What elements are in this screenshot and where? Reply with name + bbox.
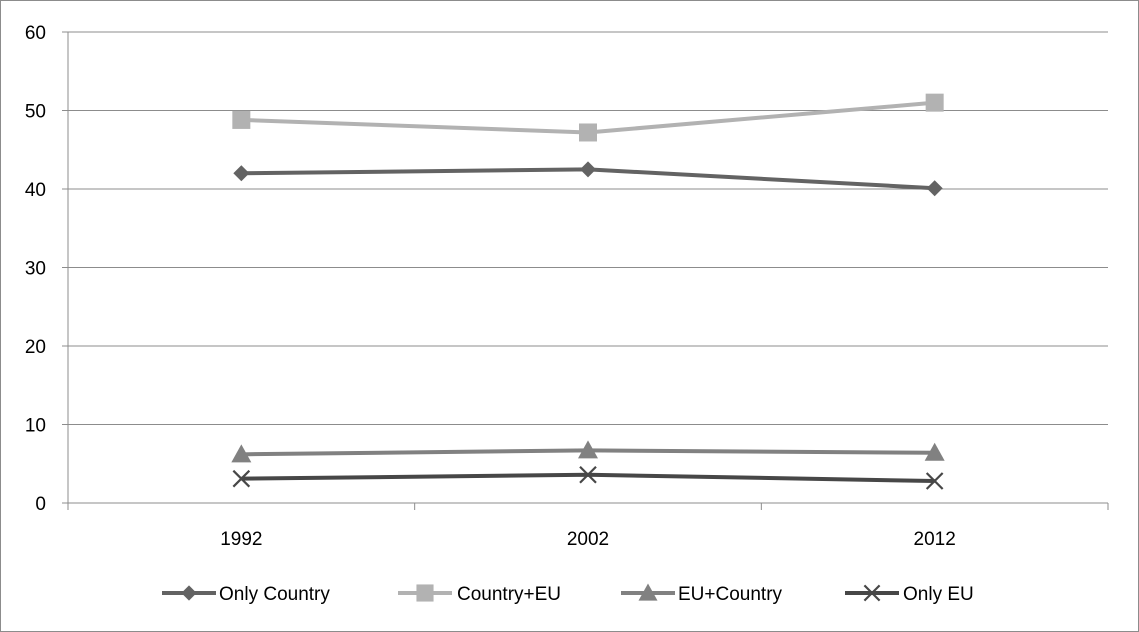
data-point-only-eu [925, 472, 944, 490]
data-point-country-eu [579, 123, 597, 142]
data-point-only-eu-stroke [925, 472, 944, 490]
legend-marker-only-country [181, 585, 197, 601]
data-point-only-country [926, 180, 943, 197]
data-point-eu-country [924, 442, 945, 461]
y-tick-label: 30 [25, 259, 46, 280]
x-tick-label: 2012 [914, 529, 956, 550]
series-eu-country [231, 440, 945, 463]
data-point-eu-country [578, 440, 598, 459]
legend-marker-only-eu [863, 584, 881, 602]
gridlines [68, 31, 1108, 425]
data-point-only-country [233, 165, 250, 182]
y-axis-ticks: 0 10 20 30 40 50 60 [25, 23, 46, 515]
data-point-country-eu [232, 110, 251, 129]
legend-item-only-country: Only Country [162, 584, 330, 605]
legend-label-country-eu: Country+EU [457, 584, 561, 605]
data-point-only-eu [232, 469, 251, 488]
axes [62, 31, 1109, 510]
y-tick-label: 60 [25, 23, 46, 44]
y-tick-label: 20 [25, 337, 46, 358]
series-only-country [233, 161, 943, 197]
y-tick-label: 0 [35, 494, 46, 515]
data-point-only-country [580, 161, 596, 178]
data-point-only-eu [579, 465, 597, 484]
y-tick-label: 10 [25, 416, 46, 437]
x-axis-ticks: 1992 2002 2012 [220, 529, 956, 550]
x-tick-label: 1992 [220, 529, 262, 550]
legend-item-eu-country: EU+Country [621, 583, 783, 605]
series-group [231, 93, 945, 490]
data-point-country-eu [925, 93, 944, 112]
legend-label-only-eu: Only EU [903, 584, 974, 605]
legend-label-only-country: Only Country [219, 584, 330, 605]
legend-marker-eu-country [638, 583, 658, 601]
y-tick-label: 50 [25, 102, 46, 123]
x-tick-label: 2002 [567, 529, 609, 550]
legend: Only Country Country+EU EU+Country Only EU [162, 583, 974, 605]
y-tick-label: 40 [25, 180, 46, 201]
series-only-eu [232, 465, 944, 490]
legend-item-country-eu: Country+EU [398, 584, 561, 605]
data-point-only-eu-stroke [232, 469, 251, 488]
legend-item-only-eu: Only EU [845, 584, 974, 605]
legend-marker-only-eu-stroke [863, 584, 881, 602]
legend-marker-country-eu [416, 584, 434, 602]
series-country-eu [232, 93, 944, 142]
legend-label-eu-country: EU+Country [678, 584, 783, 605]
data-point-eu-country [231, 444, 252, 463]
data-point-only-eu-stroke [579, 465, 597, 484]
